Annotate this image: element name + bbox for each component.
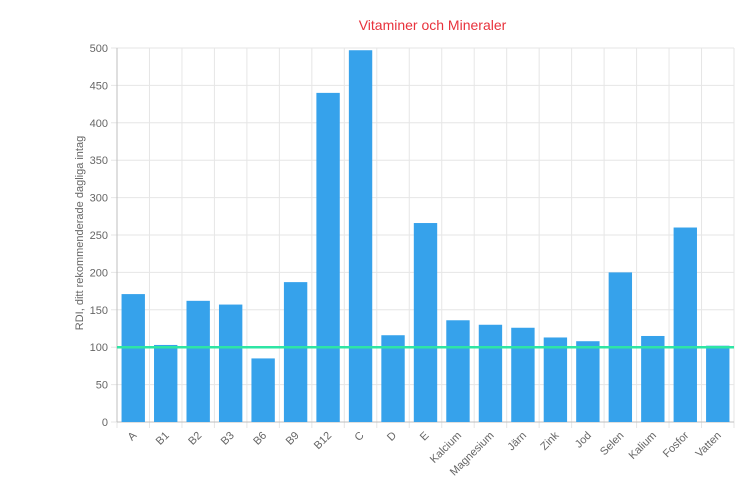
bar-e <box>413 223 438 422</box>
x-tick-label: B2 <box>186 430 204 448</box>
x-tick-label: A <box>126 429 140 443</box>
y-tick-label: 350 <box>90 155 108 167</box>
x-tick-label: Järn <box>505 430 529 454</box>
bar-b1 <box>154 344 178 422</box>
x-tick-label: Jod <box>573 430 594 451</box>
x-tick-label: B3 <box>219 430 237 448</box>
bar-d <box>381 335 405 422</box>
bar-magnesium <box>478 324 503 422</box>
x-tick-label: B6 <box>251 430 269 448</box>
y-axis-title: RDI, ditt rekommenderade dagliga intag <box>74 136 86 330</box>
bar-b9 <box>283 282 308 422</box>
x-tick-label: Fosfor <box>661 429 692 460</box>
y-tick-label: 150 <box>90 305 108 317</box>
bar-b6 <box>251 358 275 422</box>
bar-a <box>121 294 145 422</box>
bar-b3 <box>218 304 243 422</box>
y-tick-label: 300 <box>90 193 108 205</box>
bar-vatten <box>706 345 730 422</box>
bar-b2 <box>186 300 210 422</box>
y-tick-label: 50 <box>96 380 108 392</box>
y-tick-label: 400 <box>90 118 108 130</box>
bar-kalium <box>641 335 665 422</box>
bar-b12 <box>316 92 340 422</box>
y-tick-label: 0 <box>102 417 108 429</box>
y-tick-label: 100 <box>90 342 108 354</box>
bar-zink <box>543 337 568 422</box>
bar-jod <box>576 341 600 422</box>
bar-kalcium <box>446 320 470 422</box>
x-tick-label: C <box>353 430 367 444</box>
y-tick-label: 500 <box>90 43 108 55</box>
bar-c <box>348 50 373 423</box>
x-tick-label: Kalium <box>627 430 659 462</box>
bar-järn <box>511 327 535 422</box>
y-tick-label: 450 <box>90 80 108 92</box>
x-tick-label: Zink <box>538 429 562 453</box>
x-tick-label: E <box>418 430 432 444</box>
y-tick-label: 250 <box>90 230 108 242</box>
bar-fosfor <box>673 227 697 422</box>
x-tick-label: B12 <box>312 430 334 452</box>
y-tick-label: 200 <box>90 267 108 279</box>
x-tick-label: B9 <box>284 430 302 448</box>
chart-title: Vitaminer och Mineraler <box>359 17 507 33</box>
x-tick-label: Selen <box>598 430 626 458</box>
x-tick-label: B1 <box>154 430 172 448</box>
x-tick-label: Vatten <box>693 430 723 460</box>
x-tick-label: D <box>385 430 399 444</box>
